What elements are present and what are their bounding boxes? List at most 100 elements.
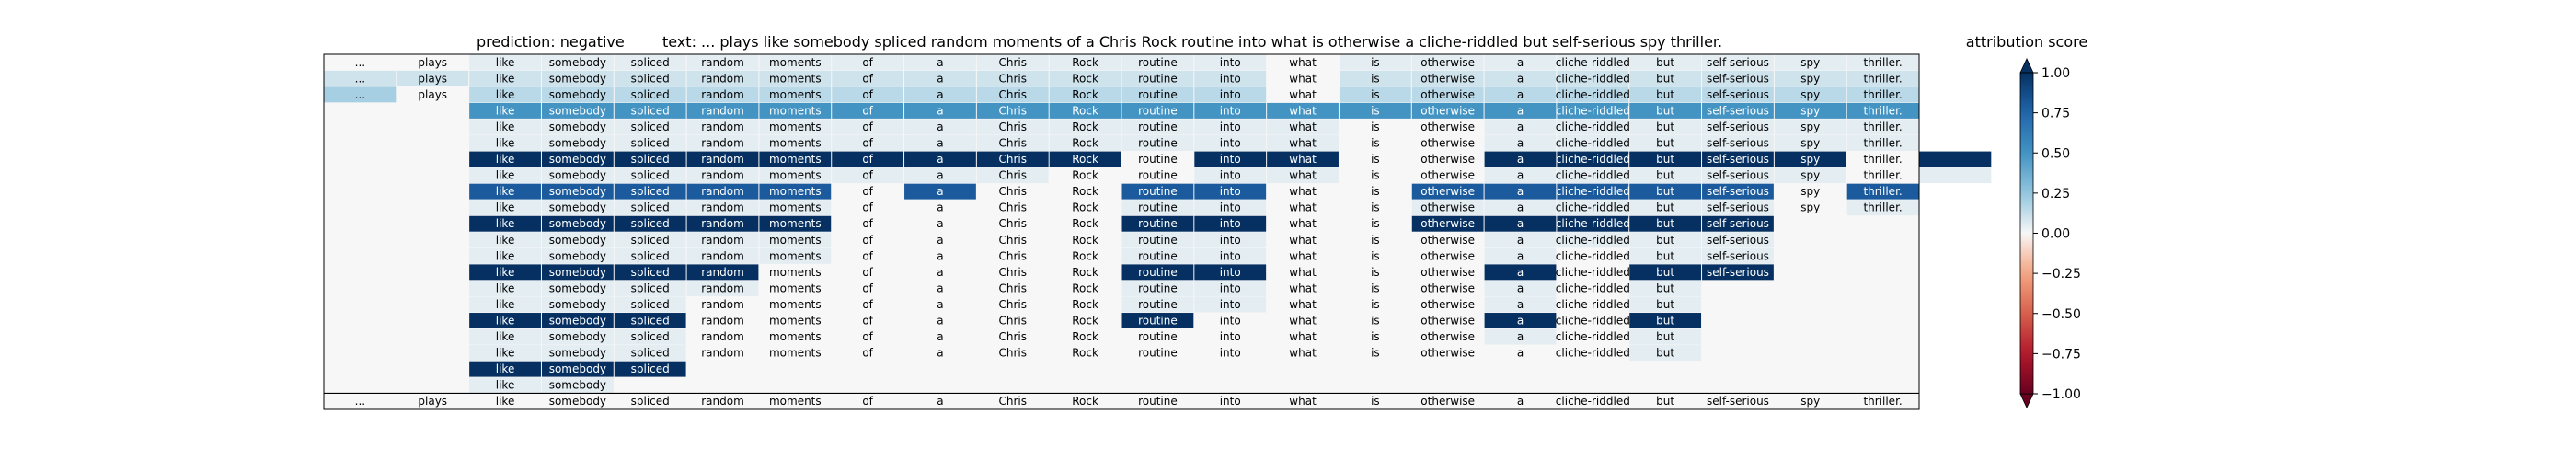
heatmap-cell [1267,135,1339,151]
token-label: spliced [631,249,670,262]
heatmap-cell [541,70,614,86]
token-label: otherwise [1420,347,1475,360]
token-label: Rock [1072,249,1098,262]
heatmap-cell [1194,296,1267,313]
token-label: a [937,217,943,230]
heatmap-cell [1049,119,1121,135]
token-label: like [496,395,515,408]
token-label: a [1517,249,1524,262]
token-label: Chris [999,217,1028,230]
heatmap-cell [686,70,759,86]
token-label: cliche-riddled [1556,234,1630,247]
token-label: routine [1138,315,1178,328]
heatmap-cell [1629,200,1702,216]
heatmap-cell [1557,119,1629,135]
heatmap-cell [1629,247,1702,264]
token-label: of [862,72,873,85]
token-label: Rock [1072,282,1098,294]
heatmap-cell [614,151,686,167]
token-label: routine [1138,153,1178,166]
token-label: self-serious [1707,137,1769,150]
token-label: routine [1138,330,1178,343]
token-label: moments [769,266,822,279]
heatmap-cell [1194,183,1267,200]
heatmap-cell [1629,328,1702,345]
token-label: random [701,104,744,117]
token-label: routine [1138,201,1178,214]
token-label: Rock [1072,298,1098,311]
token-label: moments [769,88,822,101]
heatmap-cell [1702,200,1774,216]
token-label: spliced [631,137,670,150]
token-label: but [1656,298,1674,311]
token-label: somebody [549,56,606,69]
token-label: a [937,185,943,198]
token-label: spy [1800,104,1820,117]
token-label: of [862,347,873,360]
token-label: of [862,249,873,262]
token-label: routine [1138,72,1178,85]
heatmap-cell [686,135,759,151]
token-label: a [937,121,943,133]
token-label: a [937,56,943,69]
heatmap-cell [614,102,686,119]
token-label: Chris [999,121,1028,133]
token-label: like [496,56,515,69]
heatmap-cell [1121,135,1194,151]
heatmap-cell [469,54,541,71]
token-label: somebody [549,315,606,328]
token-label: ... [355,56,365,69]
heatmap-cell [1484,151,1557,167]
token-label: spy [1800,56,1820,69]
heatmap-cell [759,70,832,86]
heatmap-cell [832,102,904,119]
heatmap-cell [1484,232,1557,248]
token-label: spy [1800,121,1820,133]
token-label: is [1371,88,1380,101]
token-label: plays [418,56,447,69]
heatmap-cell [614,296,686,313]
token-label: spliced [631,88,670,101]
token-label: cliche-riddled [1556,56,1630,69]
heatmap-cell [1121,70,1194,86]
token-label: thriller. [1863,201,1902,214]
colorbar: 1.00 0.75 0.50 0.25 0.00 −0.25 −0.50 −0.75 −1.00 [2019,58,2081,408]
token-label: Rock [1072,153,1098,166]
token-label: a [1517,104,1524,117]
heatmap-cell [1702,135,1774,151]
token-label: somebody [549,266,606,279]
token-label: Rock [1072,56,1098,69]
token-label: a [937,169,943,182]
token-label: is [1371,72,1380,85]
token-label: like [496,249,515,262]
token-label: cliche-riddled [1556,72,1630,85]
token-label: is [1371,169,1380,182]
heatmap-cell [541,135,614,151]
heatmap-cell [832,70,904,86]
colorbar-tick-label: −0.75 [2041,347,2081,362]
heatmap-cell [832,119,904,135]
token-label: spliced [631,362,670,375]
token-label: what [1289,104,1317,117]
token-label: routine [1138,395,1178,408]
heatmap-cell [469,86,541,103]
heatmap-cell [324,70,397,86]
token-label: moments [769,72,822,85]
token-label: what [1289,169,1317,182]
heatmap-cell [614,215,686,232]
heatmap-cell [1702,151,1774,167]
token-label: of [862,217,873,230]
token-label: a [1517,185,1524,198]
token-label: moments [769,56,822,69]
token-label: Chris [999,249,1028,262]
heatmap-cell [1267,167,1339,184]
heatmap-cell [541,361,614,377]
heatmap-cell [1774,151,1846,167]
token-label: but [1656,330,1674,343]
heatmap-cell [1629,102,1702,119]
token-label: Rock [1072,315,1098,328]
heatmap-cell [614,54,686,71]
token-label: like [496,234,515,247]
token-label: of [862,169,873,182]
heatmap-cell [1702,102,1774,119]
